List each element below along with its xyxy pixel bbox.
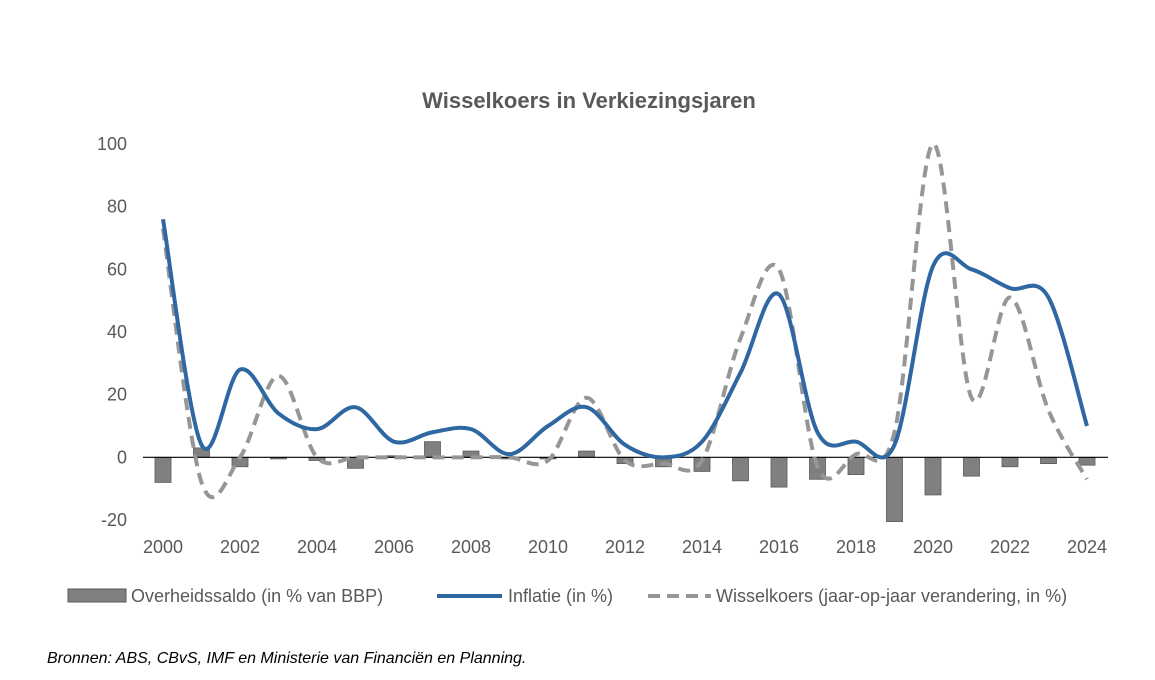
x-axis: 2000 2002 2004 2006 2008 2010 2012 2014 2016 2018… [143, 537, 1107, 557]
bar-overheidssaldo [424, 441, 441, 458]
y-tick-label: 0 [117, 447, 127, 467]
y-tick-label: 40 [107, 322, 127, 342]
x-tick-label: 2004 [297, 537, 337, 557]
line-inflatie [161, 218, 1089, 460]
x-tick-label: 2008 [451, 537, 491, 557]
bar-overheidssaldo [963, 456, 980, 477]
legend-swatch-overheidssaldo [67, 588, 127, 603]
y-tick-label: 20 [107, 385, 127, 405]
x-tick-label: 2022 [990, 537, 1030, 557]
chart: Wisselkoers in Verkiezingsjaren 100 80 60 4… [67, 88, 1108, 606]
x-tick-label: 2012 [605, 537, 645, 557]
bar-overheidssaldo [154, 456, 172, 483]
bar-overheidssaldo [578, 450, 595, 458]
source-note: Bronnen: ABS, CBvS, IMF en Ministerie va… [47, 650, 527, 667]
x-tick-label: 2002 [220, 537, 260, 557]
y-tick-label: -20 [101, 510, 127, 530]
chart-title: Wisselkoers in Verkiezingsjaren [422, 88, 756, 113]
y-axis: 100 80 60 40 20 0 -20 [97, 134, 127, 530]
x-tick-label: 2006 [374, 537, 414, 557]
x-tick-label: 2016 [759, 537, 799, 557]
bar-overheidssaldo [886, 456, 903, 522]
x-tick-label: 2000 [143, 537, 183, 557]
legend-label-overheidssaldo: Overheidssaldo (in % van BBP) [131, 586, 383, 606]
bar-overheidssaldo [1078, 456, 1096, 466]
bar-overheidssaldo [924, 456, 942, 496]
x-tick-label: 2018 [836, 537, 876, 557]
y-tick-label: 60 [107, 259, 127, 279]
y-tick-label: 100 [97, 134, 127, 154]
x-tick-label: 2014 [682, 537, 722, 557]
bar-overheidssaldo [770, 456, 788, 488]
x-tick-label: 2010 [528, 537, 568, 557]
y-tick-label: 80 [107, 197, 127, 217]
bar-overheidssaldo [1040, 456, 1057, 465]
bar-series [154, 441, 1096, 522]
legend-label-wisselkoers: Wisselkoers (jaar-op-jaar verandering, i… [716, 586, 1067, 606]
line-series [161, 141, 1089, 500]
legend-label-inflatie: Inflatie (in %) [508, 586, 613, 606]
bar-overheidssaldo [847, 456, 865, 475]
x-tick-label: 2020 [913, 537, 953, 557]
bar-overheidssaldo [1001, 456, 1019, 468]
bar-overheidssaldo [732, 456, 749, 482]
x-tick-label: 2024 [1067, 537, 1107, 557]
legend: Overheidssaldo (in % van BBP) Inflatie (… [67, 586, 1067, 606]
